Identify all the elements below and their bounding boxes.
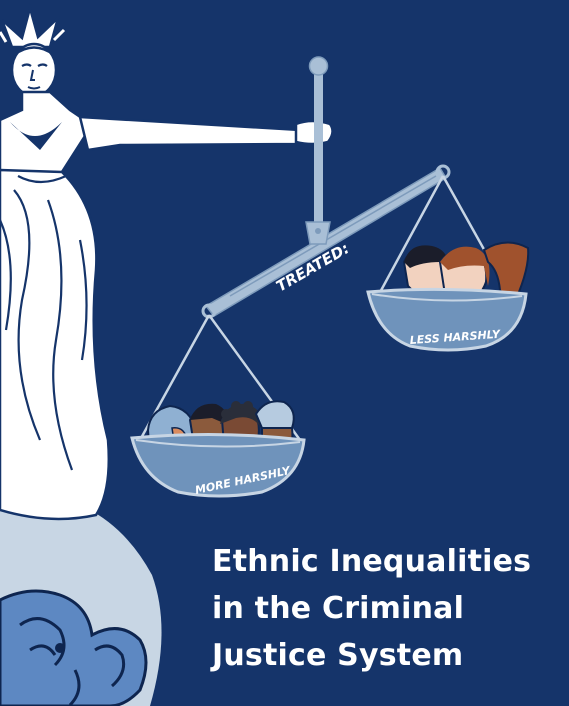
title-line-3: Justice System xyxy=(212,638,464,673)
left-pan xyxy=(130,432,306,498)
right-pan-label: LESS HARSHLY xyxy=(409,328,501,347)
page-title: Ethnic Inequalities in the Criminal Just… xyxy=(212,538,552,679)
lady-justice-statue xyxy=(0,3,334,521)
title-line-2: in the Criminal xyxy=(212,591,465,626)
right-pan xyxy=(366,287,528,352)
title-line-1: Ethnic Inequalities xyxy=(212,544,532,579)
base-ornament xyxy=(0,589,148,706)
scale xyxy=(138,56,512,441)
right-pan-people xyxy=(398,241,530,320)
